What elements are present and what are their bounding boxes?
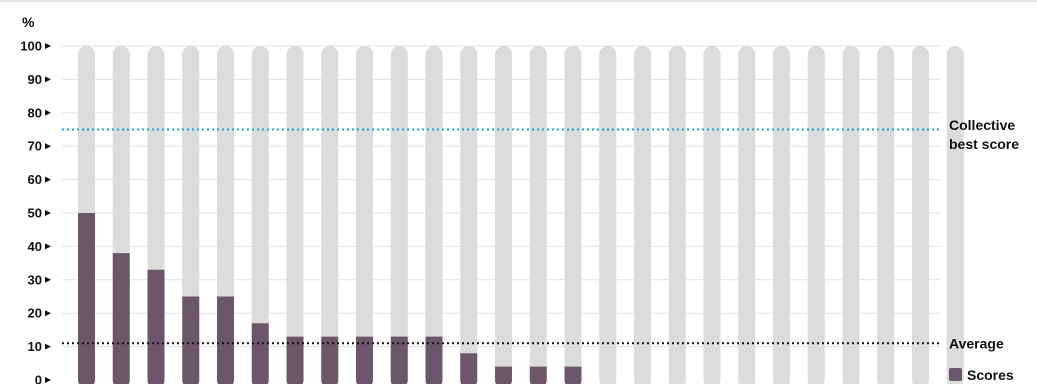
tick-arrow-icon: [45, 243, 51, 250]
bar: [321, 336, 339, 384]
bar-track: [842, 46, 860, 384]
bar-track: [356, 46, 373, 384]
bar: [460, 353, 478, 384]
bar: [356, 336, 373, 384]
collective-best-label: Collective: [949, 117, 1015, 133]
bar-track: [807, 46, 825, 384]
bar: [529, 366, 547, 384]
y-tick-label: 0: [35, 373, 42, 384]
tick-arrow-icon: [45, 109, 51, 116]
tick-arrow-icon: [45, 343, 51, 350]
bar: [147, 269, 165, 384]
bar-track: [425, 46, 443, 384]
bar-track: [251, 46, 269, 384]
bar-track: [495, 46, 512, 384]
legend-label: Scores: [967, 367, 1014, 383]
bar-track: [460, 46, 478, 384]
bar: [495, 366, 512, 384]
bar: [78, 213, 95, 384]
y-tick-label: 60: [28, 172, 42, 187]
bar: [217, 296, 234, 384]
bar-track: [599, 46, 617, 384]
bar-track: [286, 46, 304, 384]
bar: [182, 296, 200, 384]
tick-arrow-icon: [45, 76, 51, 83]
bar-track: [877, 46, 895, 384]
bar: [251, 323, 269, 384]
legend-swatch: [949, 368, 962, 381]
bar-track: [564, 46, 582, 384]
y-tick-label: 20: [28, 306, 42, 321]
bar-track: [529, 46, 547, 384]
average-label: Average: [949, 335, 1004, 351]
bar: [112, 253, 130, 384]
bar-track: [390, 46, 408, 384]
tick-arrow-icon: [45, 276, 51, 283]
tick-arrow-icon: [45, 176, 51, 183]
y-axis-label: %: [22, 14, 35, 30]
bar-track: [668, 46, 686, 384]
y-tick-label: 80: [28, 105, 42, 120]
bar-track: [321, 46, 339, 384]
bar: [425, 336, 443, 384]
y-tick-label: 90: [28, 72, 42, 87]
y-tick-label: 10: [28, 339, 42, 354]
y-tick-label: 70: [28, 139, 42, 154]
y-tick-label: 40: [28, 239, 42, 254]
y-tick-label: 50: [28, 206, 42, 221]
bar-track: [912, 46, 929, 384]
bar: [390, 336, 408, 384]
top-divider: [0, 0, 1037, 2]
y-tick-label: 30: [28, 272, 42, 287]
bar-track: [773, 46, 790, 384]
tick-arrow-icon: [45, 210, 51, 216]
tick-arrow-icon: [45, 43, 51, 49]
bar-track: [738, 46, 756, 384]
bar-track: [703, 46, 721, 384]
tick-arrow-icon: [45, 377, 51, 383]
tick-arrow-icon: [45, 310, 51, 317]
bar-track: [946, 46, 964, 384]
bar-track: [634, 46, 651, 384]
bar: [564, 366, 582, 384]
collective-best-label: best score: [949, 136, 1019, 152]
y-tick-label: 100: [20, 39, 42, 54]
tick-arrow-icon: [45, 143, 51, 150]
bar: [286, 336, 304, 384]
